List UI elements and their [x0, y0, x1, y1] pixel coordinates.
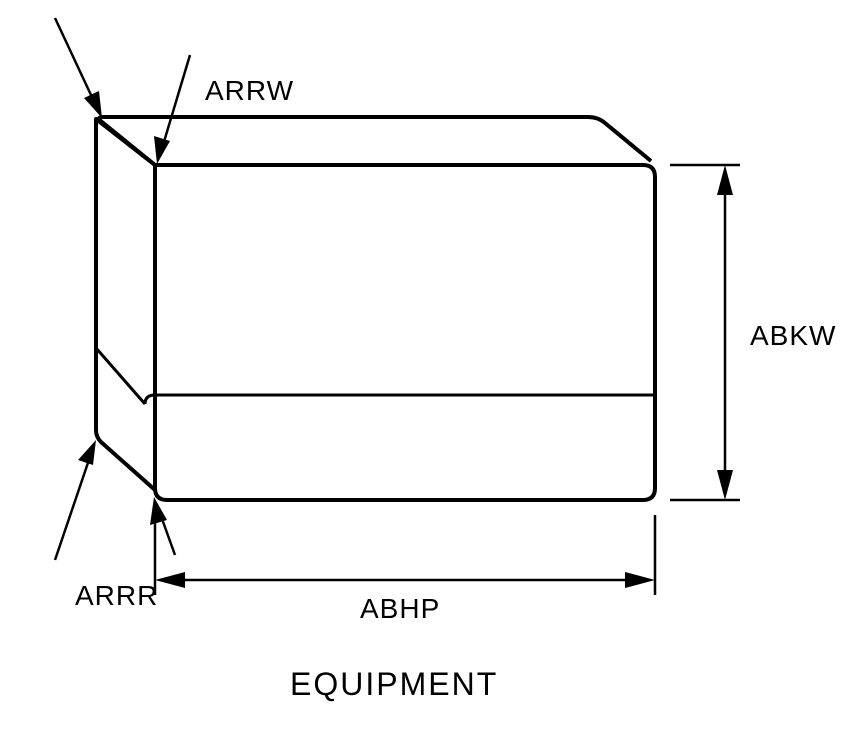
dimension-depth-top: ARRW [55, 18, 294, 164]
box-outline [96, 117, 655, 500]
label-depth-bottom: ARRR [75, 580, 158, 611]
label-width: ABHP [360, 593, 440, 624]
diagram-title: EQUIPMENT [290, 666, 498, 702]
equipment-diagram: ABKW ABHP ARRW ARRR EQUIPMENT [0, 0, 857, 742]
dimension-width: ABHP [155, 515, 655, 624]
label-depth-top: ARRW [205, 75, 294, 106]
dimension-height: ABKW [670, 165, 836, 500]
label-height: ABKW [750, 320, 836, 351]
